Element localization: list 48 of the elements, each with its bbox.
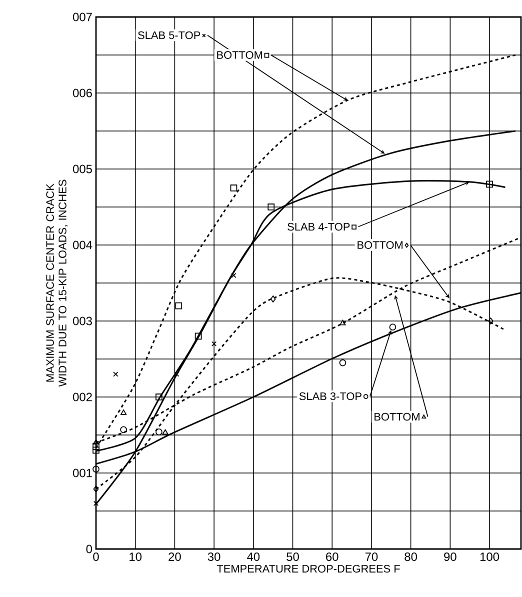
y-tick-label: 006 (73, 88, 92, 98)
point (92, 446, 100, 454)
legend-label: SLAB 4-TOP (288, 222, 350, 231)
y-axis-title: MAXIMUM SURFACE CENTER CRACK WIDTH DUE TO 15-KIP LOADS, INCHES (46, 180, 68, 387)
point (175, 302, 182, 310)
point (113, 372, 118, 377)
legend-label: SLAB 5-TOP (138, 31, 200, 40)
legend-label: BOTTOM (358, 241, 403, 249)
point (156, 428, 162, 436)
legend-label: BOTTOM (374, 412, 420, 421)
point (488, 318, 494, 324)
x-tick-label: 40 (247, 552, 260, 561)
y-tick-label: 004 (73, 240, 92, 250)
point (162, 429, 168, 435)
x-tick-label: 0 (93, 552, 99, 561)
y-tick-label: 001 (73, 468, 92, 478)
legend-label: BOTTOM (217, 51, 262, 59)
x-tick-label: 100 (480, 552, 500, 561)
x-tick-label: 80 (404, 552, 418, 561)
point (120, 426, 127, 434)
point (231, 272, 236, 278)
point (156, 394, 162, 400)
legend-label: SLAB 3-TOP (299, 392, 362, 400)
x-tick-label: 50 (286, 552, 299, 561)
y-tick-label: 005 (73, 164, 92, 174)
y-tick-label: 002 (73, 392, 92, 402)
point (486, 180, 493, 188)
point (211, 341, 217, 346)
point (340, 320, 346, 326)
x-tick-label: 90 (444, 552, 456, 561)
point (120, 410, 127, 415)
y-tick-label: 0 (86, 544, 92, 554)
point (194, 332, 202, 340)
x-axis-title: TEMPERATURE DROP-DEGREES F (216, 564, 400, 573)
y-tick-label: 007 (73, 12, 92, 22)
y-tick-label: 003 (73, 316, 92, 326)
point (92, 466, 100, 473)
x-tick-label: 70 (365, 552, 378, 561)
x-tick-label: 60 (326, 552, 338, 561)
x-tick-label: 30 (208, 552, 220, 561)
point (270, 296, 276, 302)
point (339, 359, 346, 366)
x-tick-label: 10 (130, 552, 142, 561)
x-tick-label: 20 (168, 552, 181, 561)
point (268, 204, 275, 210)
point (389, 324, 396, 331)
point (230, 184, 238, 192)
point (93, 486, 99, 492)
